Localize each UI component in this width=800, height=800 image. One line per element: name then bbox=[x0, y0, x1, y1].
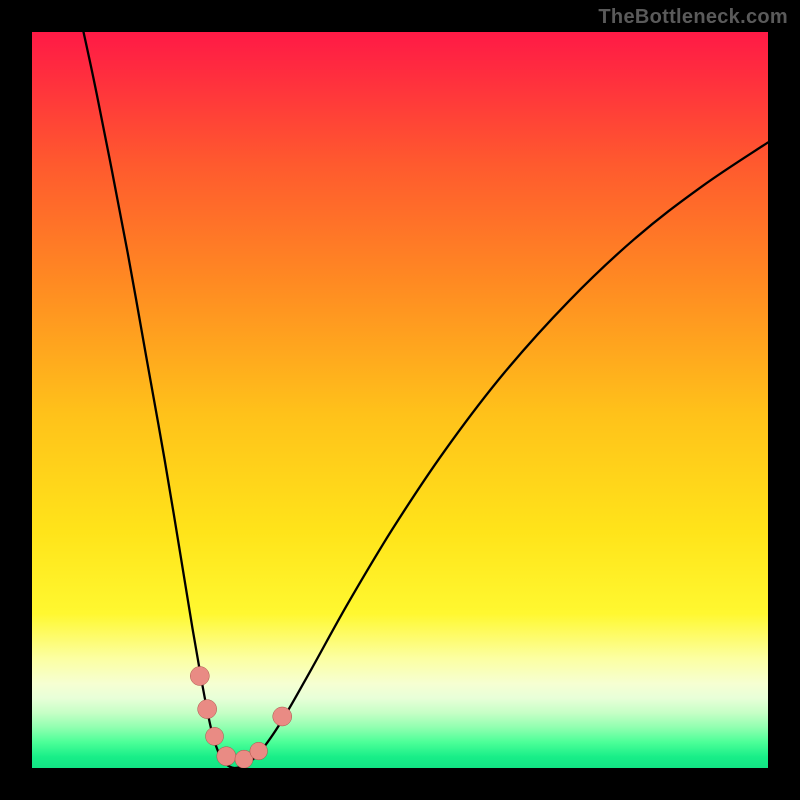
watermark-text: TheBottleneck.com bbox=[598, 6, 788, 29]
plot-area bbox=[32, 32, 768, 768]
curve-layer bbox=[32, 32, 768, 768]
data-marker bbox=[273, 707, 292, 726]
data-marker bbox=[250, 742, 268, 760]
data-marker bbox=[217, 747, 236, 766]
data-marker bbox=[190, 667, 209, 686]
chart-frame: TheBottleneck.com bbox=[0, 0, 800, 800]
markers-group bbox=[190, 667, 291, 769]
data-marker bbox=[198, 700, 217, 719]
data-marker bbox=[206, 727, 224, 745]
bottleneck-curve bbox=[84, 32, 768, 768]
